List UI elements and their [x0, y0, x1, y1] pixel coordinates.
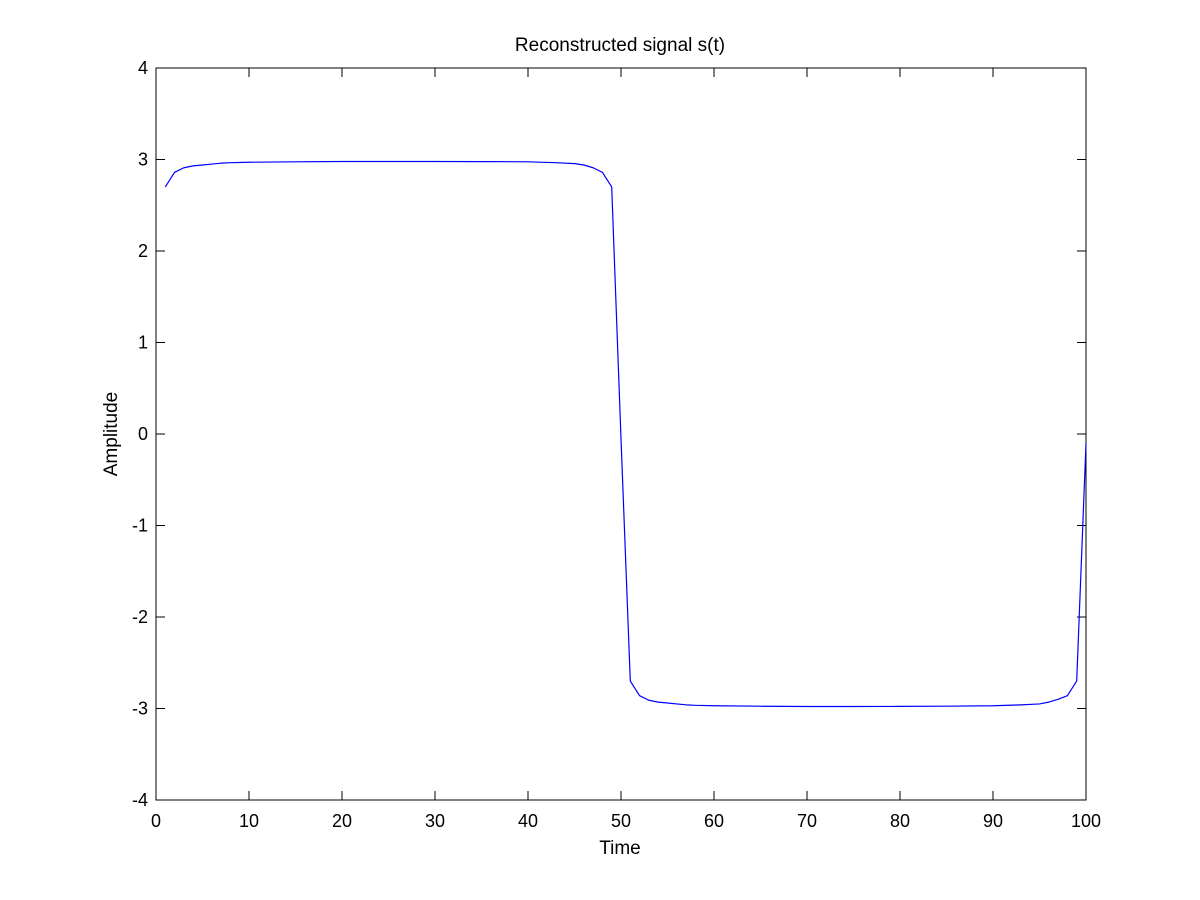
y-tick-label: 1: [138, 333, 148, 353]
x-tick-label: 100: [1071, 811, 1101, 831]
y-axis-label: Amplitude: [101, 392, 122, 477]
x-tick-label: 10: [239, 811, 259, 831]
x-tick-label: 50: [611, 811, 631, 831]
x-tick-label: 40: [518, 811, 538, 831]
y-tick-label: -2: [132, 607, 148, 627]
y-tick-label: -3: [132, 699, 148, 719]
y-tick-label: -4: [132, 790, 148, 810]
x-tick-label: 70: [797, 811, 817, 831]
x-tick-label: 60: [704, 811, 724, 831]
plot-area: 0 10 20 30 40 50 60 70 80 90 100 -4 -3 -2 -1 0 1 2 3 4: [132, 58, 1101, 831]
x-tick-label: 80: [890, 811, 910, 831]
x-tick-label: 30: [425, 811, 445, 831]
y-tick-label: -1: [132, 516, 148, 536]
x-tick-label: 20: [332, 811, 352, 831]
signal-line: [164, 160, 1087, 708]
x-axis-label: Time: [599, 838, 641, 859]
y-tick-label: 0: [138, 424, 148, 444]
y-tick-label: 3: [138, 150, 148, 170]
x-tick-label: 0: [151, 811, 161, 831]
x-tick-label: 90: [983, 811, 1003, 831]
y-tick-label: 2: [138, 241, 148, 261]
chart-title: Reconstructed signal s(t): [515, 35, 725, 56]
y-tick-label: 4: [138, 58, 148, 78]
